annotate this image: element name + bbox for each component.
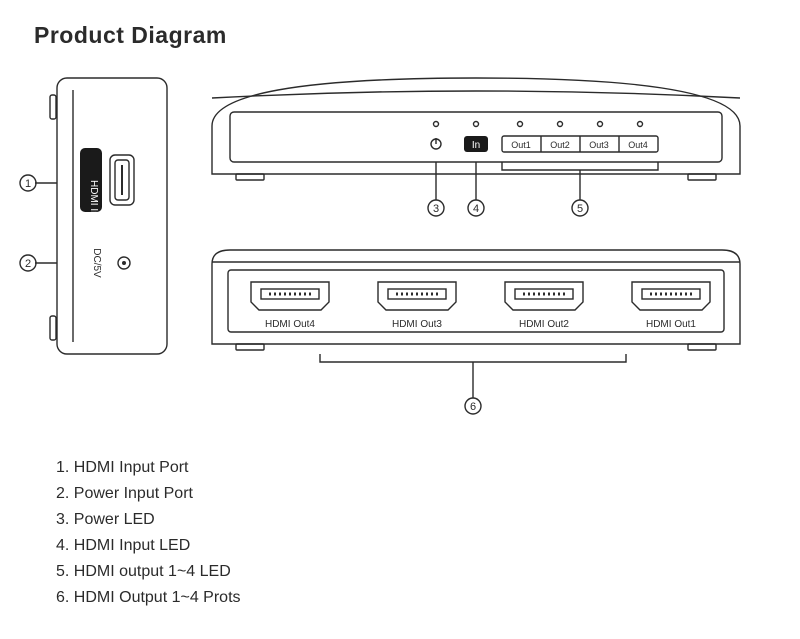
callout-4: 4 [473, 203, 479, 215]
callout-3: 3 [433, 203, 439, 215]
hdmi-out1-label: HDMI Out1 [646, 319, 696, 330]
callout-2: 2 [25, 258, 31, 270]
product-diagram-page: Product Diagram [0, 0, 800, 639]
hdmi-out2-label: HDMI Out2 [519, 319, 569, 330]
callout-6: 6 [470, 401, 476, 413]
hdmi-out4-label: HDMI Out4 [265, 319, 315, 330]
out3-label: Out3 [589, 140, 609, 150]
rear-view [212, 250, 740, 350]
hdmi-out3-label: HDMI Out3 [392, 319, 442, 330]
callout-5: 5 [577, 203, 583, 215]
diagram-svg: HDMI In DC/5V 1 2 [0, 0, 800, 450]
legend-item: 1. HDMI Input Port [56, 455, 241, 481]
hdmi-in-label: HDMI In [88, 180, 99, 217]
out1-label: Out1 [511, 140, 531, 150]
side-view [50, 78, 167, 354]
out4-label: Out4 [628, 140, 648, 150]
in-label: In [472, 140, 480, 151]
callout-1: 1 [25, 178, 31, 190]
legend-item: 4. HDMI Input LED [56, 533, 241, 559]
legend-item: 6. HDMI Output 1~4 Prots [56, 585, 241, 611]
legend-item: 3. Power LED [56, 507, 241, 533]
legend-item: 5. HDMI output 1~4 LED [56, 559, 241, 585]
legend-list: 1. HDMI Input Port 2. Power Input Port 3… [56, 455, 241, 611]
dc5v-label: DC/5V [91, 248, 102, 278]
legend-item: 2. Power Input Port [56, 481, 241, 507]
out2-label: Out2 [550, 140, 570, 150]
